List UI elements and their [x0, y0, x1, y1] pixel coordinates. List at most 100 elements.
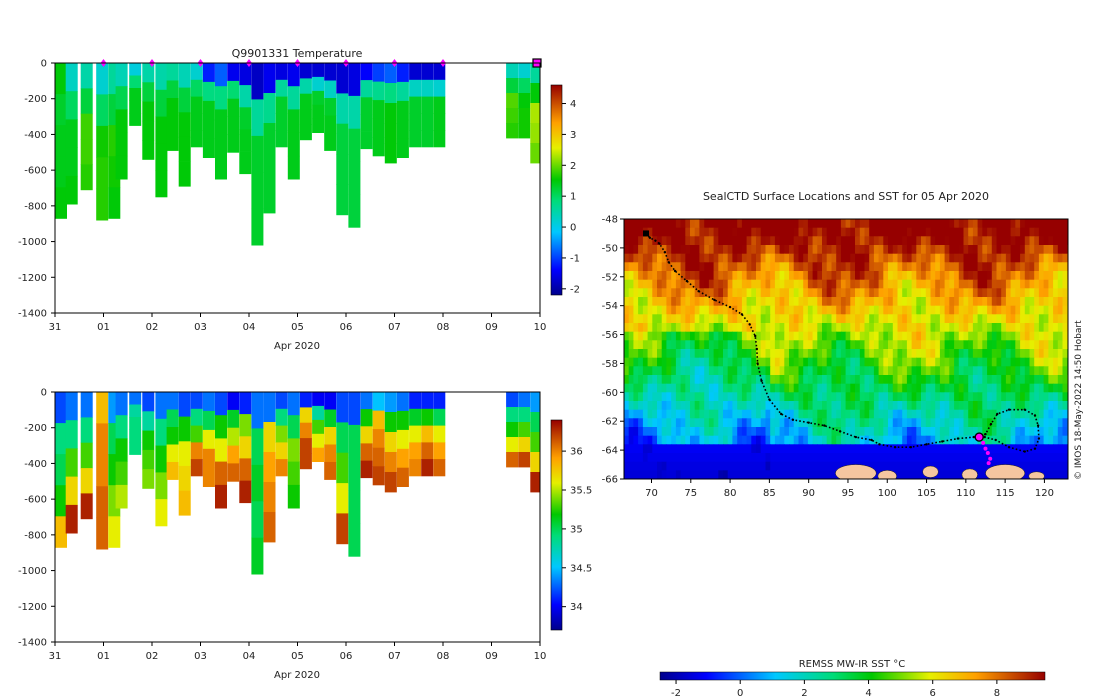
profile-cell	[190, 408, 203, 426]
profile-cell	[178, 490, 191, 516]
profile-cell	[396, 392, 409, 412]
profile-cell	[96, 486, 109, 519]
profile-cell	[215, 415, 227, 439]
profile-cell	[518, 392, 531, 408]
profile-cell	[324, 80, 337, 99]
profile-cell	[166, 462, 179, 480]
profile-cell	[324, 133, 337, 151]
profile-cell	[299, 407, 312, 424]
x-tick-label: 01	[97, 322, 110, 333]
profile-cell	[336, 483, 349, 514]
profile-cell	[227, 392, 240, 411]
profile-cell	[251, 428, 264, 466]
profile-cell	[65, 147, 78, 177]
profile-cell	[275, 96, 288, 114]
track-point	[893, 446, 897, 449]
profile-cell	[190, 130, 203, 148]
y-tick-label: -400	[24, 459, 47, 470]
sst-colorbar-tick-label: 8	[994, 688, 1000, 699]
profile-cell	[396, 138, 409, 158]
profile-cell	[324, 427, 337, 445]
y-tick-label: -1000	[18, 566, 47, 577]
profile-cell	[336, 63, 349, 94]
profile-cell	[166, 444, 179, 463]
profile-cell	[506, 123, 519, 139]
y-tick-label: -1200	[18, 602, 47, 613]
profile-cell	[506, 422, 519, 438]
track-point	[756, 362, 759, 365]
profile-cell	[166, 392, 179, 410]
profile-cell	[215, 484, 227, 509]
profile-cell	[142, 120, 155, 141]
salinity-xlabel: Apr 2020	[274, 670, 320, 681]
profile-cell	[433, 459, 446, 477]
profile-cell	[202, 392, 215, 412]
imos-credit: © IMOS 18-May-2022 14:50 Hobart	[1074, 320, 1084, 480]
y-tick-label: 0	[41, 388, 47, 399]
x-tick-label: 07	[388, 651, 401, 662]
colorbar-tick-label: 34	[570, 602, 583, 613]
lat-tick-label: -62	[602, 417, 618, 428]
lat-tick-label: -52	[602, 272, 618, 283]
profile-cell	[324, 462, 337, 480]
profile-cell	[251, 501, 264, 539]
profile-cell	[239, 458, 252, 481]
profile-cell	[178, 465, 191, 491]
profile-cell	[251, 392, 264, 429]
profile-cell	[65, 91, 78, 120]
profile-cell	[299, 109, 312, 125]
profile-cell	[115, 109, 128, 133]
profile-cell	[115, 392, 128, 416]
profile-cell	[421, 63, 434, 81]
salinity-colorbar-ticks: 36 35.5 35 34.5 34	[562, 447, 592, 613]
profile-cell	[251, 208, 264, 246]
profile-cell	[190, 113, 203, 131]
y-tick-label: -1400	[18, 638, 47, 649]
temperature-x-ticks: 31 01 02 03 04 05 06 07 08 09 10	[49, 313, 546, 333]
profile-cell	[55, 125, 67, 157]
profile-cell	[263, 392, 276, 423]
profile-cell	[275, 63, 288, 81]
profile-cell	[530, 63, 540, 84]
profile-cell	[518, 422, 531, 438]
profile-cell	[129, 404, 142, 418]
profile-cell	[166, 80, 179, 99]
profile-cell	[215, 63, 227, 87]
profile-cell	[155, 392, 168, 420]
x-tick-label: 02	[146, 322, 159, 333]
profile-cell	[129, 429, 142, 443]
lon-tick-label: 105	[917, 488, 936, 499]
y-tick-label: -600	[24, 495, 47, 506]
track-point	[748, 323, 751, 326]
profile-cell	[530, 143, 540, 164]
profile-cell	[384, 432, 397, 453]
profile-cell	[360, 63, 373, 81]
profile-cell	[55, 156, 67, 188]
profile-cell	[263, 183, 276, 214]
profile-cell	[409, 130, 422, 148]
salinity-y-ticks: 0 -200 -400 -600 -800 -1000 -1200 -1400	[18, 388, 55, 649]
profile-cell	[227, 63, 240, 82]
profile-cell	[530, 123, 540, 144]
temperature-title: Q9901331 Temperature	[232, 47, 363, 60]
profile-cell	[299, 422, 312, 439]
profile-cell	[178, 63, 191, 88]
profile-cell	[227, 116, 240, 135]
profile-cell	[287, 86, 300, 110]
profile-cell	[360, 409, 373, 427]
profile-cell	[190, 96, 203, 114]
profile-cell	[506, 452, 519, 468]
lon-tick-label: 100	[878, 488, 897, 499]
profile-cell	[287, 109, 300, 133]
profile-cell	[166, 427, 179, 445]
lat-tick-label: -66	[602, 475, 618, 486]
x-tick-label: 05	[291, 322, 304, 333]
profile-cell	[80, 417, 93, 444]
track-point	[972, 435, 975, 439]
profile-cell	[215, 109, 227, 133]
profile-cell	[129, 75, 142, 89]
profile-cell	[55, 187, 67, 219]
track-point	[823, 424, 826, 427]
profile-cell	[275, 392, 288, 410]
profile-cell	[215, 461, 227, 486]
